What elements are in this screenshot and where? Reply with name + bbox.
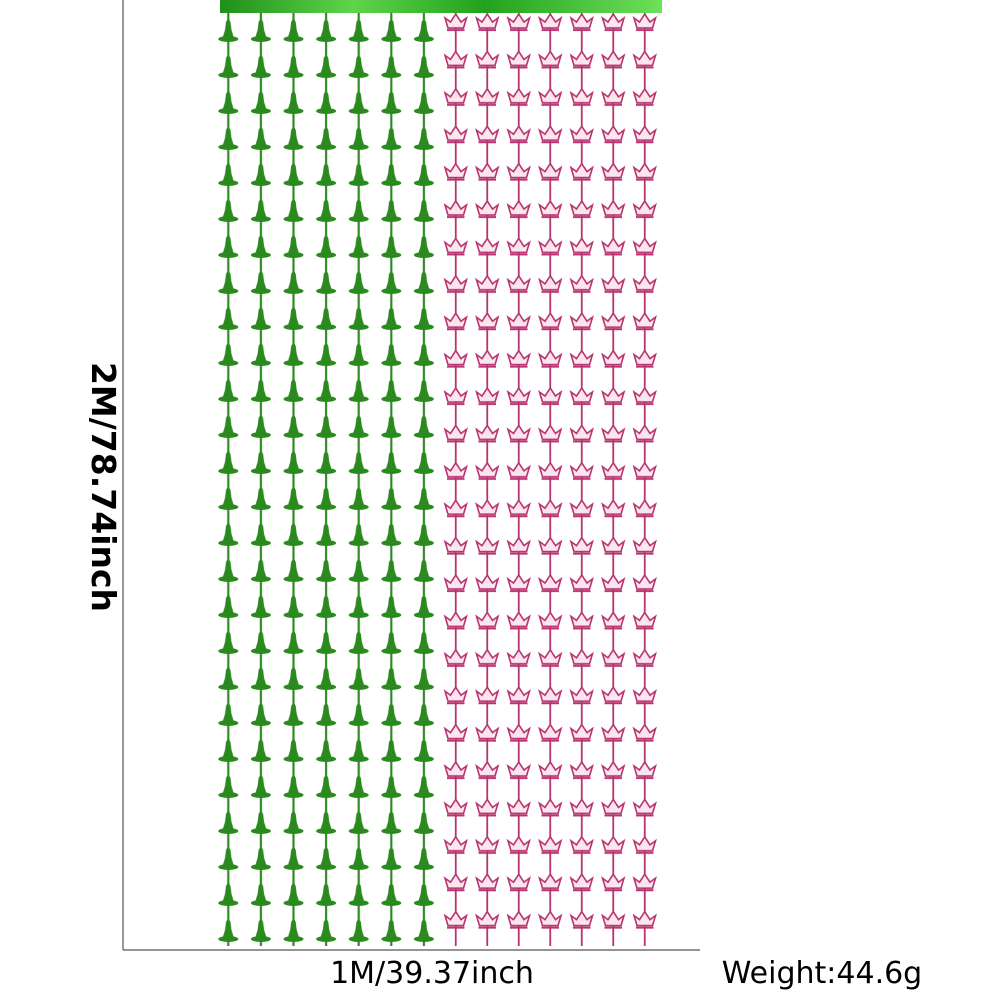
pink-strands [440,12,662,946]
green-strands [212,12,440,946]
curtain-top [220,0,662,13]
height-label: 2M/78.74inch [84,362,123,612]
width-label: 1M/39.37inch [330,956,534,991]
weight-label: Weight:44.6g [722,956,922,991]
